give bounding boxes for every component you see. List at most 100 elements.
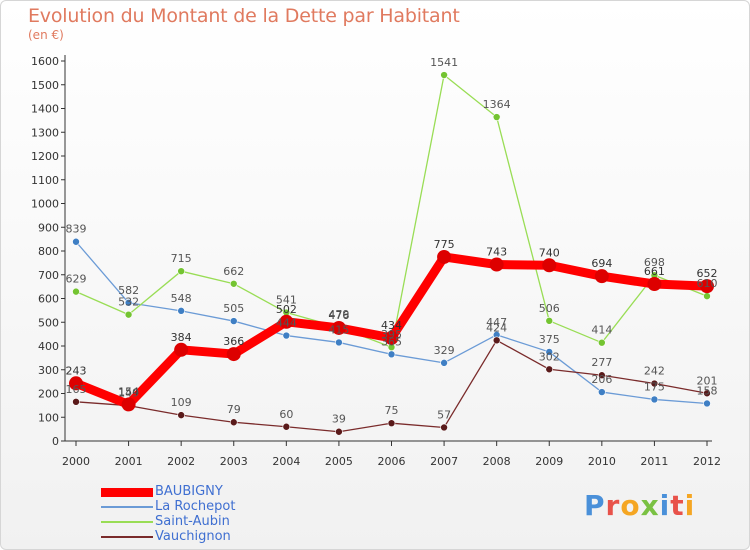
data-point-la-rochepot — [387, 350, 396, 359]
proxiti-logo: Proxiti — [584, 489, 695, 522]
logo-letter: r — [605, 489, 621, 522]
data-point-baubigny — [384, 330, 399, 345]
legend-item-vauchignon: Vauchignon — [101, 529, 341, 545]
data-point-la-rochepot — [229, 317, 238, 325]
data-point-saint-aubin — [545, 317, 554, 325]
legend-label: La Rochepot — [155, 499, 236, 514]
data-point-saint-aubin — [440, 71, 448, 79]
data-point-saint-aubin — [72, 287, 80, 296]
x-tick-label: 2003 — [220, 455, 248, 468]
data-label-baubigny: 476 — [328, 309, 349, 322]
chart-legend: BAUBIGNY La Rochepot Saint-Aubin Vauchignon — [101, 484, 341, 545]
legend-item-la-rochepot: La Rochepot — [101, 499, 341, 515]
data-point-baubigny — [69, 376, 83, 391]
data-label-baubigny: 434 — [381, 319, 402, 332]
logo-letter: i — [659, 489, 671, 522]
logo-letter: t — [670, 489, 685, 522]
data-label-la-rochepot: 505 — [223, 302, 244, 315]
data-point-baubigny — [121, 397, 136, 412]
data-label-saint-aubin: 1541 — [430, 56, 458, 69]
data-label-saint-aubin: 532 — [118, 296, 139, 309]
data-label-vauchignon: 201 — [697, 374, 718, 387]
data-point-la-rochepot — [282, 331, 291, 340]
data-label-vauchignon: 277 — [591, 356, 612, 369]
y-tick-label: 1000 — [31, 198, 59, 211]
data-label-la-rochepot: 329 — [434, 344, 455, 357]
logo-letter: i — [684, 489, 696, 522]
data-label-saint-aubin: 395 — [381, 328, 402, 341]
data-point-vauchignon — [72, 398, 80, 406]
y-tick-label: 1400 — [31, 103, 59, 116]
data-point-vauchignon — [703, 389, 711, 398]
data-point-baubigny — [226, 347, 241, 362]
data-point-vauchignon — [545, 365, 554, 374]
data-label-la-rochepot: 548 — [171, 292, 192, 305]
data-label-baubigny: 775 — [434, 238, 455, 251]
data-point-saint-aubin — [703, 292, 711, 300]
data-label-vauchignon: 57 — [437, 408, 451, 421]
data-point-baubigny — [489, 257, 504, 272]
y-tick-label: 600 — [38, 293, 59, 306]
x-tick-label: 2002 — [167, 455, 195, 468]
data-point-baubigny — [647, 277, 662, 292]
x-tick-label: 2001 — [115, 455, 143, 468]
data-point-baubigny — [174, 342, 189, 357]
y-tick-label: 700 — [38, 269, 59, 282]
legend-label: Saint-Aubin — [155, 514, 230, 529]
legend-swatch — [101, 521, 153, 523]
legend-swatch — [101, 487, 153, 497]
data-label-baubigny: 652 — [697, 267, 718, 280]
series-line-saint-aubin — [75, 74, 708, 348]
data-label-vauchignon: 75 — [385, 404, 399, 417]
data-point-la-rochepot — [124, 298, 133, 307]
data-label-baubigny: 384 — [171, 331, 192, 344]
data-point-la-rochepot — [335, 338, 343, 347]
y-tick-label: 500 — [38, 316, 59, 329]
y-tick-label: 0 — [52, 435, 59, 448]
x-tick-label: 2010 — [588, 455, 616, 468]
data-label-saint-aubin: 662 — [223, 265, 244, 278]
x-tick-label: 2000 — [62, 455, 90, 468]
data-label-baubigny: 243 — [66, 364, 87, 377]
data-label-vauchignon: 165 — [66, 383, 87, 396]
data-label-saint-aubin: 629 — [66, 273, 87, 286]
data-label-la-rochepot: 375 — [539, 333, 560, 346]
data-label-saint-aubin: 479 — [328, 308, 349, 321]
x-tick-label: 2012 — [693, 455, 721, 468]
legend-swatch — [101, 506, 153, 508]
y-tick-label: 1500 — [31, 79, 59, 92]
data-point-baubigny — [331, 320, 346, 335]
data-point-baubigny — [279, 314, 294, 329]
y-tick-label: 1100 — [31, 174, 59, 187]
data-point-saint-aubin — [124, 310, 133, 319]
data-point-saint-aubin — [598, 338, 606, 347]
data-label-vauchignon: 39 — [332, 413, 346, 426]
data-point-la-rochepot — [545, 348, 554, 356]
data-label-la-rochepot: 582 — [118, 284, 139, 297]
data-point-baubigny — [594, 269, 609, 284]
logo-letter: o — [620, 489, 641, 522]
logo-letter: P — [584, 489, 606, 522]
data-label-la-rochepot: 444 — [276, 317, 297, 330]
logo-letter: x — [640, 489, 660, 522]
data-point-baubigny — [542, 258, 557, 273]
data-point-vauchignon — [440, 423, 448, 432]
data-point-vauchignon — [282, 422, 291, 431]
data-point-la-rochepot — [650, 395, 659, 404]
legend-item-saint-aubin: Saint-Aubin — [101, 514, 341, 530]
y-tick-label: 1300 — [31, 126, 59, 139]
data-label-baubigny: 740 — [539, 246, 560, 259]
data-point-vauchignon — [598, 371, 606, 380]
x-tick-label: 2005 — [325, 455, 353, 468]
legend-label: Vauchignon — [155, 529, 231, 544]
data-label-saint-aubin: 698 — [644, 256, 665, 269]
data-label-saint-aubin: 715 — [171, 252, 192, 265]
chart-title: Evolution du Montant de la Dette par Hab… — [28, 5, 460, 27]
x-tick-label: 2006 — [378, 455, 406, 468]
data-label-la-rochepot: 158 — [697, 384, 718, 397]
data-point-vauchignon — [387, 419, 396, 427]
data-label-saint-aubin: 1364 — [483, 98, 511, 111]
y-tick-label: 900 — [38, 221, 59, 234]
chart-subtitle: (en €) — [28, 28, 64, 42]
